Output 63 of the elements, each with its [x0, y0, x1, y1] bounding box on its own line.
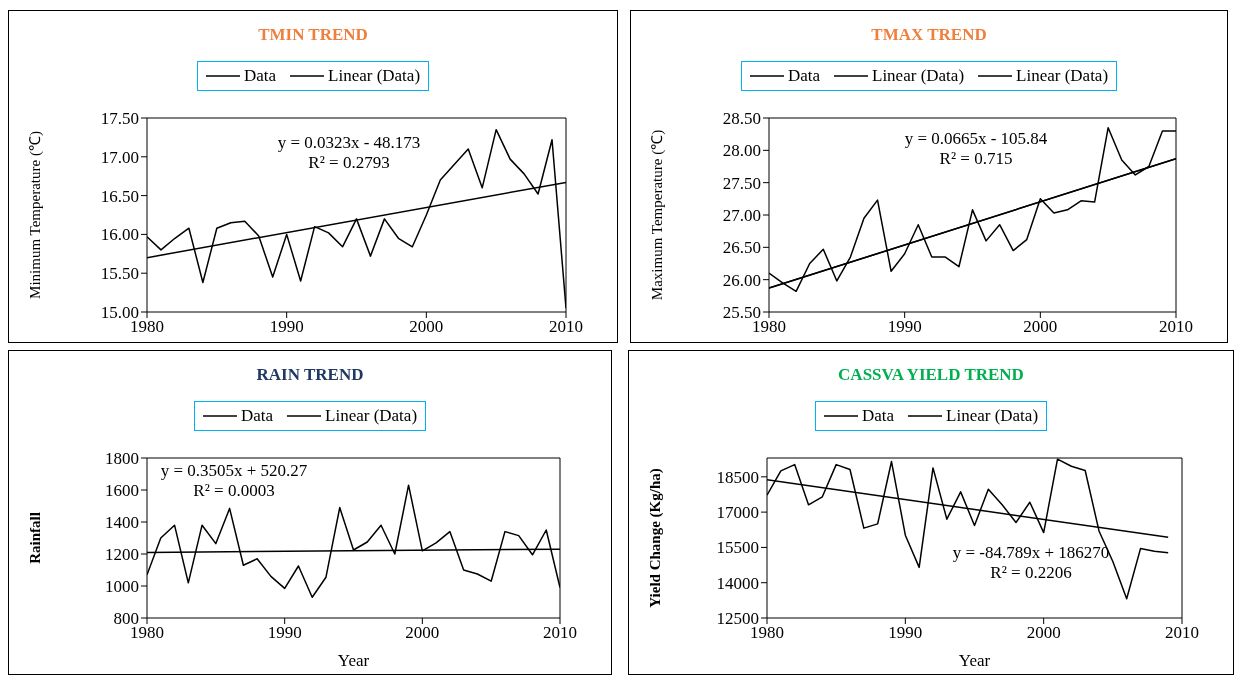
x-tick-label: 2000 [409, 317, 444, 337]
y-tick-label: 28.00 [722, 141, 761, 161]
x-tick-label: 1990 [887, 317, 922, 337]
y-tick-label: 1000 [105, 577, 139, 597]
y-tick-label: 17.50 [100, 109, 139, 129]
y-tick-label: 27.00 [722, 206, 761, 226]
y-tick-label: 1200 [105, 545, 139, 565]
legend-label: Linear (Data) [1016, 66, 1109, 86]
y-tick-label: 16.50 [100, 186, 139, 206]
y-tick-label: 26.00 [722, 270, 761, 290]
x-axis-title: Year [958, 651, 991, 670]
legend-label: Data [861, 406, 895, 426]
annotation: y = 0.3505x + 520.27 [160, 461, 308, 480]
x-tick-label: 2010 [543, 623, 577, 643]
annotation: R² = 0.2793 [307, 153, 391, 173]
x-tick-label: 1980 [130, 623, 164, 643]
legend-label: Linear (Data) [946, 406, 1039, 426]
y-tick-label: 1600 [105, 481, 139, 501]
x-tick-label: 1980 [750, 623, 784, 643]
annotation: R² = 0.715 [938, 149, 1014, 169]
y-axis-title: Yield Change (Kg/ha) [647, 468, 665, 608]
y-tick-label: 27.50 [722, 173, 761, 193]
y-tick-label: 15500 [716, 538, 759, 558]
y-axis-title: Minimum Temperature (℃) [27, 131, 45, 299]
annotation: y = -84.789x + 186270 [951, 543, 1111, 563]
y-tick-label: 15.50 [100, 264, 139, 284]
y-axis-title: Rainfall [27, 512, 44, 564]
legend-label: Data [243, 66, 277, 86]
annotation: R² = 0.2206 [989, 563, 1073, 583]
x-tick-label: 2000 [1023, 317, 1058, 337]
x-tick-label: 2010 [1159, 317, 1193, 337]
legend-label: Linear (Data) [872, 66, 965, 86]
annotation: y = 0.0665x - 105.84 [903, 129, 1049, 149]
y-tick-label: 14000 [716, 573, 759, 593]
chart-title: CASSVA YIELD TREND [837, 365, 1025, 385]
y-tick-label: 17.00 [100, 147, 139, 167]
y-tick-label: 28.50 [722, 109, 761, 129]
y-tick-label: 26.50 [722, 238, 761, 258]
x-tick-label: 2010 [549, 317, 583, 337]
x-tick-label: 1980 [752, 317, 786, 337]
x-tick-label: 1990 [888, 623, 923, 643]
chart-title: TMIN TREND [257, 25, 369, 45]
legend-label: Linear (Data) [328, 66, 421, 86]
chart-title: RAIN TREND [255, 365, 365, 385]
x-axis-title: Year [337, 651, 370, 670]
x-tick-label: 1990 [269, 317, 304, 337]
annotation: R² = 0.0003 [193, 481, 275, 500]
y-tick-label: 16.00 [100, 225, 139, 245]
x-tick-label: 2010 [1165, 623, 1199, 643]
annotation: y = 0.0323x - 48.173 [276, 133, 422, 153]
legend-label: Linear (Data) [325, 406, 418, 426]
chart-title: TMAX TREND [870, 25, 988, 45]
x-tick-label: 2000 [1026, 623, 1061, 643]
y-tick-label: 1400 [105, 513, 139, 533]
y-axis-title: Maximum Temperature (℃) [649, 129, 667, 301]
x-tick-label: 1990 [267, 623, 302, 643]
x-tick-label: 2000 [405, 623, 440, 643]
legend-label: Data [240, 406, 274, 426]
y-tick-label: 17000 [716, 503, 759, 523]
x-tick-label: 1980 [130, 317, 164, 337]
y-tick-label: 1800 [105, 449, 139, 469]
y-tick-label: 18500 [716, 467, 759, 487]
legend-label: Data [787, 66, 821, 86]
